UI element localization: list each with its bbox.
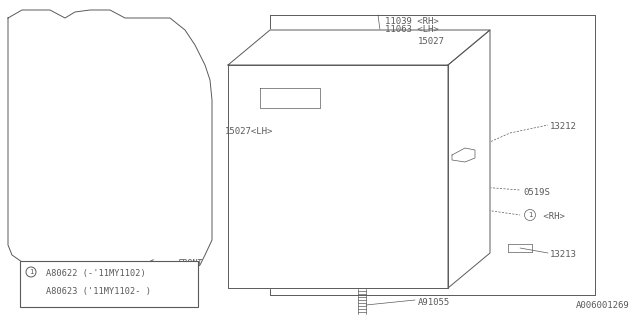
Text: 13212: 13212 <box>550 122 577 131</box>
Text: 11039 <RH>: 11039 <RH> <box>385 17 439 26</box>
Text: 1: 1 <box>528 212 532 218</box>
Polygon shape <box>452 148 475 162</box>
Polygon shape <box>448 30 490 288</box>
Text: <RH>: <RH> <box>538 212 565 221</box>
Text: 1: 1 <box>29 269 33 275</box>
Text: 15027<LH>: 15027<LH> <box>225 127 273 136</box>
Text: A80622 (-'11MY1102): A80622 (-'11MY1102) <box>46 269 146 278</box>
Text: 0519S: 0519S <box>523 188 550 197</box>
Text: 11063 <LH>: 11063 <LH> <box>385 25 439 34</box>
Polygon shape <box>260 88 320 108</box>
Text: A91055: A91055 <box>418 298 451 307</box>
Text: 13213: 13213 <box>550 250 577 259</box>
Polygon shape <box>228 65 448 288</box>
Text: A006001269: A006001269 <box>576 301 630 310</box>
Bar <box>20 261 198 307</box>
Text: A80623 ('11MY1102- ): A80623 ('11MY1102- ) <box>46 287 151 296</box>
Text: 15027: 15027 <box>418 37 445 46</box>
Text: FRONT: FRONT <box>178 259 203 268</box>
Polygon shape <box>8 10 212 286</box>
Polygon shape <box>228 30 490 65</box>
